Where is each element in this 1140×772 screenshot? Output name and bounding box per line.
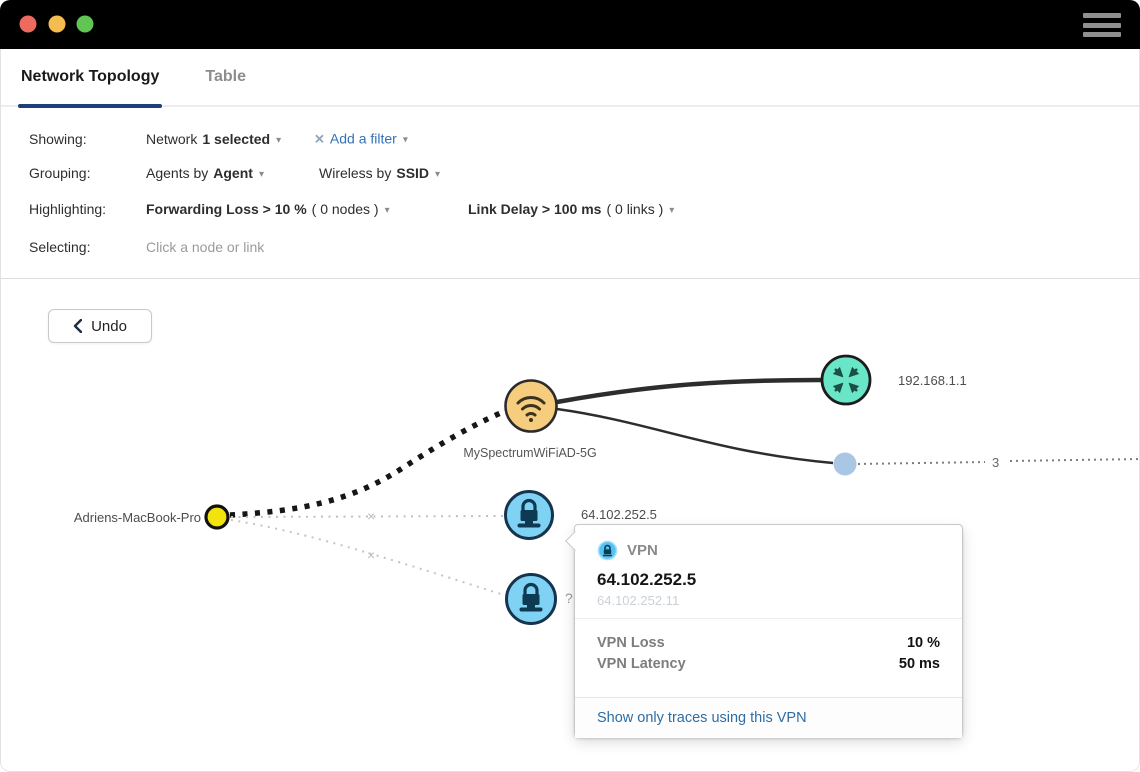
wifi-node-label: MySpectrumWiFiAD-5G [463, 446, 596, 460]
tooltip-header: VPN 64.102.252.5 64.102.252.11 [575, 525, 962, 619]
add-filter-dropdown[interactable]: Add a filter [329, 130, 397, 147]
vpn1-node-label: 64.102.252.5 [581, 507, 657, 522]
titlebar [0, 0, 1140, 49]
filter-panel: Showing: Network 1 selected ▾ ✕ Add a filt… [1, 107, 1139, 279]
chevron-left-icon [73, 319, 83, 333]
close-window-button[interactable] [19, 15, 37, 33]
chevron-down-icon: ▾ [384, 205, 390, 216]
metric-label: VPN Latency [597, 656, 686, 672]
tooltip-title: 64.102.252.5 [597, 570, 697, 589]
gateway-node-label: 192.168.1.1 [898, 373, 967, 388]
chevron-down-icon: ▾ [402, 134, 408, 146]
edge-agent-to-wifi[interactable] [229, 408, 507, 518]
hamburger-menu-icon[interactable] [1083, 13, 1121, 37]
tab-bar: Network Topology Table [1, 49, 1139, 108]
grouping-label: Grouping: [29, 165, 91, 181]
chevron-down-icon: ▾ [435, 169, 441, 180]
zoom-window-button[interactable] [76, 15, 94, 33]
hop-node[interactable] [833, 452, 857, 476]
minimize-window-button[interactable] [48, 15, 66, 33]
tab-table[interactable]: Table [205, 68, 246, 85]
metric-row: VPN Loss 10 % [597, 633, 940, 654]
broken-link-marker: × [367, 508, 375, 524]
broken-link-marker: × [367, 547, 375, 563]
vpn2-node-label: ? [565, 590, 573, 606]
link-delay-dropdown[interactable]: Link Delay > 100 ms( 0 links ) ▾ [468, 201, 675, 217]
network-filter-dropdown[interactable]: Network 1 selected ▾ [146, 131, 282, 147]
chevron-down-icon: ▾ [669, 205, 675, 216]
agent-node[interactable] [204, 504, 230, 530]
undo-button[interactable]: Undo [48, 309, 152, 343]
vpn-lock-icon [597, 540, 618, 561]
edge-hop-collapsed-left[interactable] [857, 461, 986, 465]
wifi-icon [516, 396, 546, 422]
agent-node-label: Adriens-MacBook-Pro [74, 510, 201, 525]
collapsed-hop-count: 3 [992, 455, 999, 470]
selecting-hint: Click a node or link [146, 239, 265, 255]
tab-network-topology[interactable]: Network Topology [17, 49, 163, 108]
lock-icon [519, 582, 543, 612]
chevron-down-icon: ▾ [258, 169, 264, 180]
metric-row: VPN Latency 50 ms [597, 654, 940, 675]
edge-wifi-to-gateway[interactable] [556, 377, 822, 405]
add-filter-control: ✕ Add a filter ▾ [314, 131, 408, 148]
gateway-node[interactable] [820, 354, 872, 406]
agents-grouping-dropdown[interactable]: Agents by Agent ▾ [146, 165, 264, 181]
edge-agent-to-vpn1[interactable] [230, 515, 504, 518]
tooltip-metrics: VPN Loss 10 % VPN Latency 50 ms [575, 619, 962, 697]
wifi-node[interactable] [504, 379, 558, 433]
topology-canvas: × × 3 Adriens-MacBook-Pro [1, 279, 1139, 769]
metric-label: VPN Loss [597, 635, 665, 651]
forwarding-loss-dropdown[interactable]: Forwarding Loss > 10 %( 0 nodes ) ▾ [146, 201, 390, 217]
tooltip-subtitle: 64.102.252.11 [597, 593, 680, 608]
wireless-grouping-dropdown[interactable]: Wireless by SSID ▾ [319, 165, 441, 181]
highlighting-label: Highlighting: [29, 201, 107, 217]
vpn-tooltip: VPN 64.102.252.5 64.102.252.11 VPN Loss … [564, 524, 963, 738]
tooltip-type-label: VPN [627, 542, 658, 559]
chevron-down-icon: ▾ [276, 135, 282, 146]
clear-filter-icon[interactable]: ✕ [314, 131, 325, 147]
selecting-label: Selecting: [29, 239, 91, 255]
metric-value: 50 ms [898, 656, 940, 672]
vpn-node-2[interactable] [505, 573, 557, 625]
main-content: Network Topology Table Showing: Network 1… [0, 49, 1140, 772]
show-traces-link[interactable]: Show only traces using this VPN [597, 710, 807, 726]
topology-graph: × × 3 Adriens-MacBook-Pro [74, 354, 1140, 625]
nat-arrows-icon [832, 366, 860, 394]
tooltip-footer: Show only traces using this VPN [575, 697, 962, 738]
edge-wifi-to-hop[interactable] [556, 407, 834, 465]
metric-value: 10 % [906, 635, 940, 651]
lock-icon [517, 498, 541, 528]
edge-hop-collapsed-right[interactable] [1009, 458, 1140, 462]
vpn-node-1[interactable] [504, 490, 554, 540]
traffic-lights [19, 15, 94, 33]
showing-label: Showing: [29, 131, 87, 147]
